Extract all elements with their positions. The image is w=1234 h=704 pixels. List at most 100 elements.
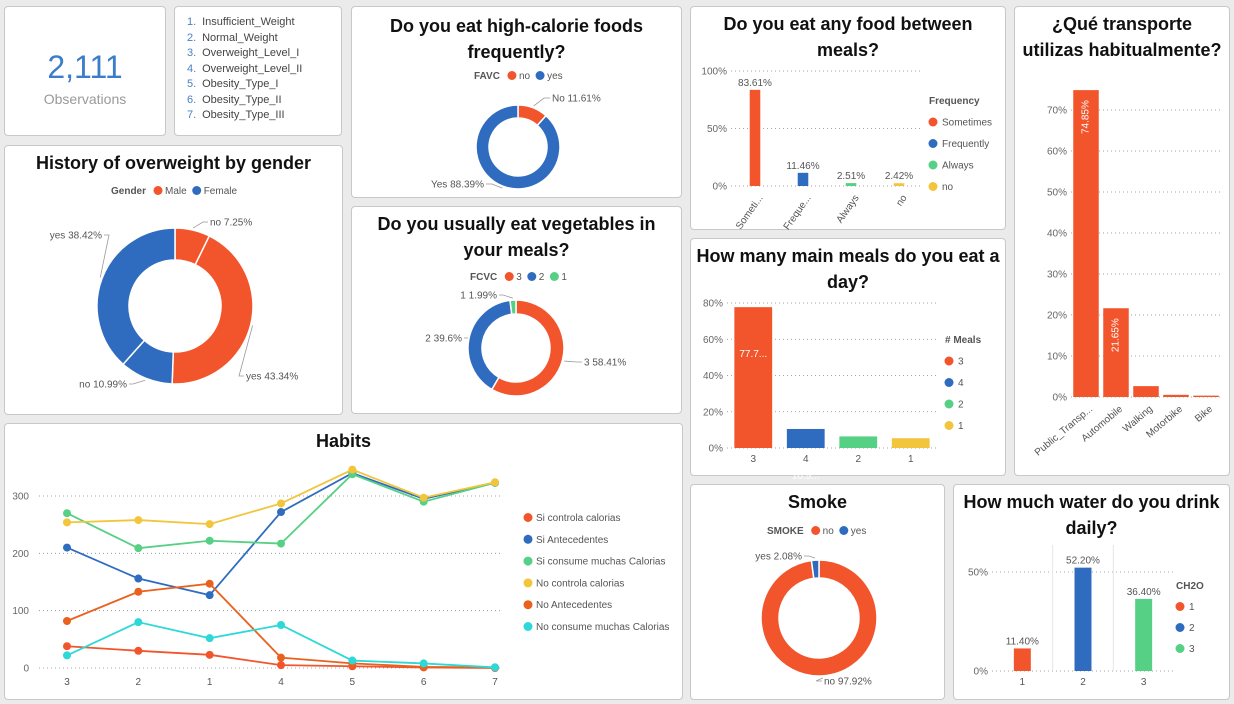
habits-point — [205, 634, 214, 643]
water-value-label: 52.20% — [1066, 556, 1100, 567]
fcvc-legend-marker — [504, 272, 514, 281]
transport-ytick-label: 50% — [1047, 188, 1067, 199]
transport-bar — [1073, 90, 1099, 398]
habits-point — [491, 663, 499, 672]
habits-point — [419, 493, 428, 502]
habits-ytick-label: 300 — [12, 492, 29, 503]
between-xtick-label: Freque... — [782, 193, 814, 232]
between-xtick-label: Someti... — [734, 193, 766, 232]
habits-point — [205, 520, 214, 529]
habits-legend-marker — [523, 622, 533, 631]
meals-bar — [734, 307, 773, 448]
list-item: 5. Obesity_Type_I — [187, 78, 279, 90]
transport-ytick-label: 0% — [1053, 393, 1068, 404]
history-leader-line — [238, 325, 253, 377]
habits-point — [134, 587, 143, 596]
between-legend-marker — [928, 160, 938, 170]
meals-legend-marker — [944, 421, 954, 430]
meals-ytick-label: 40% — [703, 371, 723, 382]
meals-ytick-label: 60% — [703, 335, 723, 346]
meals-value-label: 10.5... — [792, 471, 820, 482]
habits-legend-label: Si controla calorias — [536, 513, 620, 524]
habits-point — [205, 591, 214, 600]
transport-bar — [1103, 308, 1129, 397]
list-item: 6. Obesity_Type_II — [187, 93, 282, 106]
smoke-slice-label: no 97.92% — [824, 677, 872, 688]
between-xtick-label: Always — [835, 193, 862, 225]
between-legend-marker — [928, 117, 938, 127]
water-legend-marker — [1175, 602, 1185, 611]
transport-bar — [1133, 386, 1159, 397]
smoke-title: Smoke — [787, 492, 848, 512]
between-title: Do you eat any food between meals? — [723, 14, 973, 60]
history-leader-line — [99, 234, 110, 278]
between-bar — [749, 89, 761, 186]
habits-legend-label: No Antecedentes — [536, 600, 612, 611]
habits-xtick-label: 1 — [207, 677, 213, 688]
habits-legend-label: No consume muchas Calorias — [536, 622, 669, 633]
water-value-label: 36.40% — [1127, 587, 1161, 598]
smoke-card: Smoke SMOKE no yes no 97.92% yes 2.08% — [690, 484, 945, 700]
habits-xtick-label: 5 — [350, 677, 356, 688]
list-item: 1. Insufficient_Weight — [187, 16, 295, 28]
between-legend-label: Always — [942, 161, 974, 172]
history-slice-label: yes 38.42% — [50, 231, 102, 242]
observations-card: 2,111 Observations — [4, 6, 166, 136]
transport-ytick-label: 20% — [1047, 311, 1067, 322]
smoke-leader-line — [804, 555, 816, 559]
meals-legend-marker — [944, 356, 954, 366]
smoke-slice — [810, 559, 820, 580]
history-legend-marker — [192, 186, 202, 195]
water-xtick-label: 1 — [1020, 677, 1026, 688]
between-legend-marker — [928, 182, 938, 191]
meals-legend-marker — [944, 378, 954, 387]
fcvc-slice — [509, 299, 517, 316]
fcvc-slice-label: 1 1.99% — [460, 291, 497, 302]
list-item: 7. Obesity_Type_III — [187, 109, 285, 121]
habits-legend-label: No controla calorias — [536, 578, 624, 589]
between-legend-title: Frequency — [929, 96, 980, 107]
between-value-label: 2.51% — [837, 171, 865, 182]
habits-point — [277, 499, 285, 508]
habits-legend-marker — [523, 534, 533, 544]
history-legend-marker — [153, 186, 163, 195]
between-chart: 0% 50% 100% 83.61% Someti... 11.46% Freque... 2… — [701, 67, 992, 233]
favc-title: Do you eat high-calorie foods frequently… — [389, 16, 644, 62]
history-slice-label: no 10.99% — [79, 380, 127, 391]
habits-point — [277, 621, 285, 629]
favc-legend-label: no — [519, 71, 531, 82]
habits-point — [277, 653, 285, 662]
habits-ytick-label: 100 — [12, 606, 29, 617]
water-value-label: 11.40% — [1006, 636, 1039, 647]
smoke-slice — [760, 559, 878, 677]
between-ytick-label: 50% — [707, 124, 727, 135]
habits-point — [277, 539, 285, 548]
history-slice-label: yes 43.34% — [246, 372, 298, 383]
fcvc-legend-marker — [527, 272, 537, 281]
habits-point — [63, 543, 71, 552]
favc-slice-label: Yes 88.39% — [431, 180, 484, 191]
meals-legend-label: 2 — [958, 400, 964, 411]
fcvc-leader-line — [499, 294, 513, 299]
between-bar — [797, 172, 809, 186]
transport-bar — [1163, 394, 1189, 397]
between-bar — [893, 183, 905, 186]
habits-point — [134, 646, 143, 655]
between-legend-marker — [928, 139, 938, 148]
water-chart: 0% 50% 11.40% 1 52.20% 2 36.40% 3 CH2O 1 2 3 — [968, 545, 1204, 688]
fcvc-legend-title: FCVC — [470, 272, 497, 283]
fcvc-title: Do you usually eat vegetables in your me… — [377, 214, 656, 260]
transport-xtick-label: Bike — [1193, 403, 1215, 424]
meals-bar — [839, 436, 878, 448]
fcvc-legend-label: 3 — [516, 272, 522, 283]
list-item: 2. Normal_Weight — [187, 31, 278, 44]
favc-legend-label: yes — [547, 71, 563, 82]
transport-value-label: 74.85% — [1081, 100, 1092, 134]
fcvc-legend-marker — [549, 272, 559, 281]
water-legend-label: 2 — [1189, 623, 1195, 634]
between-bar — [845, 183, 857, 186]
between-xtick-label: no — [894, 193, 910, 209]
transport-ytick-label: 10% — [1047, 352, 1067, 363]
habits-point — [134, 544, 143, 553]
meals-legend-marker — [944, 399, 954, 409]
